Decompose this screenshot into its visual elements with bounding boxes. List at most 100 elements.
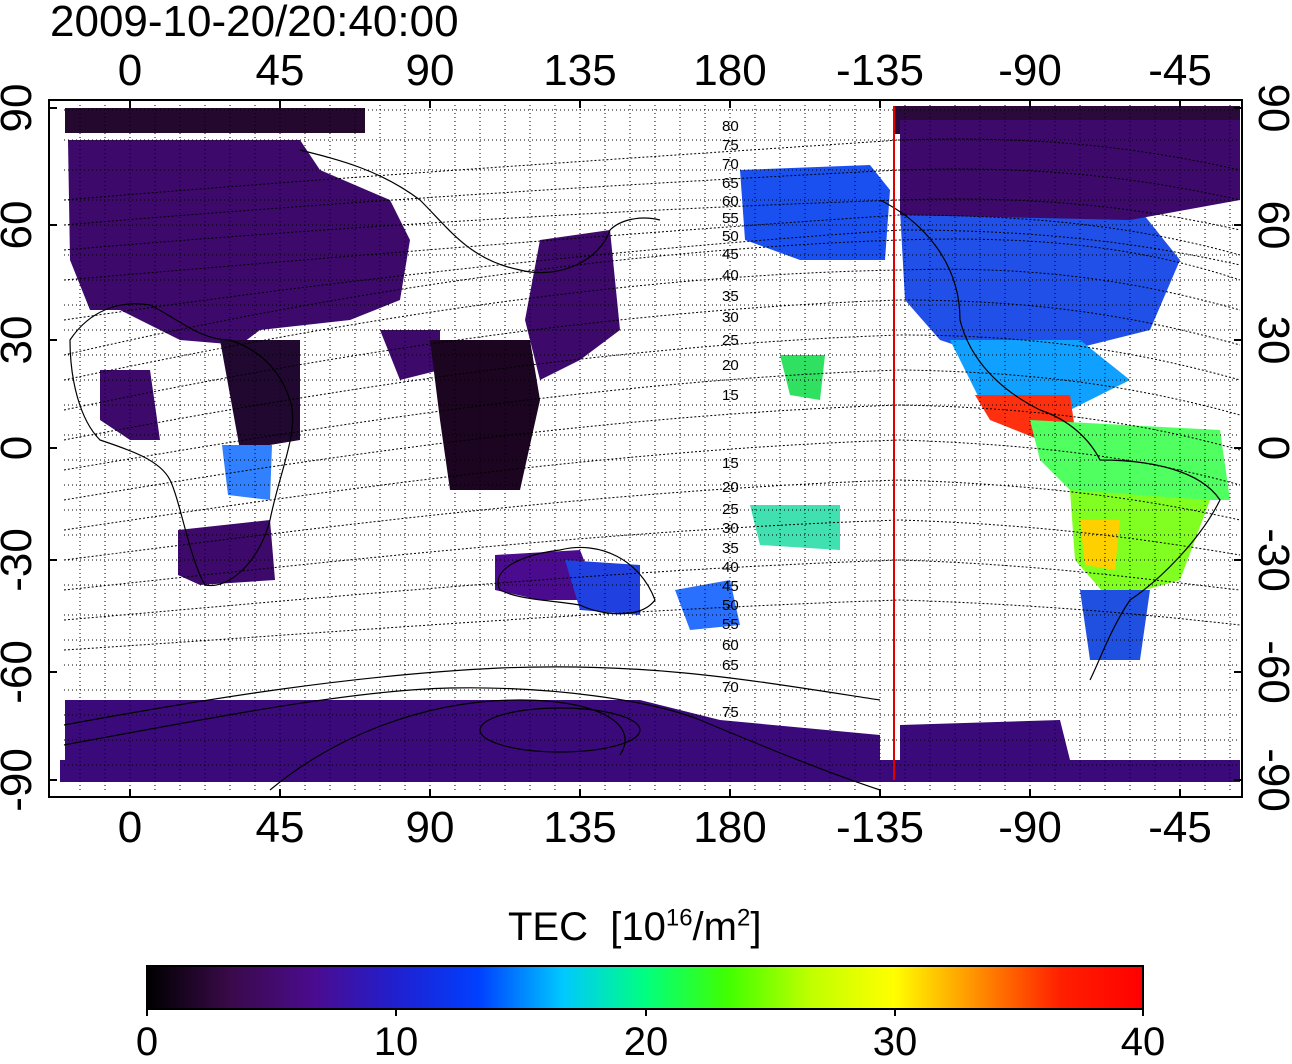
mlat-label: 70	[722, 156, 739, 173]
lon-label: -90	[998, 46, 1062, 95]
lat-label: 30	[0, 316, 41, 365]
lon-label: 180	[693, 803, 766, 852]
tec-region-east-africa	[220, 340, 300, 450]
tec-colorbar	[146, 965, 1144, 1010]
mlat-label: 25	[722, 332, 739, 349]
lon-label: 0	[118, 803, 142, 852]
mlat-label: 35	[722, 288, 739, 305]
tec-region-india	[380, 330, 440, 380]
tec-region-se-asia-dark	[430, 340, 540, 490]
mlat-label: 75	[722, 137, 739, 154]
lat-label: -90	[0, 748, 41, 812]
polar-band-north	[65, 108, 365, 133]
polar-band-south	[60, 760, 1240, 782]
mlat-label: 70	[722, 679, 739, 696]
mlat-labels-north: 80 75 70 65 60 55 50 45 40 35 30 25 20 1…	[722, 118, 739, 404]
colorbar-tick	[1142, 1008, 1144, 1016]
mlat-label: 45	[722, 578, 739, 595]
tec-region-eurasia	[68, 140, 410, 345]
mlat-label: 65	[722, 175, 739, 192]
magnetic-latitude-contours	[63, 138, 1241, 651]
tec-region-australia-blue	[565, 560, 640, 615]
mlat-label: 55	[722, 210, 739, 227]
lon-label: 90	[406, 46, 455, 95]
lon-label: 90	[406, 803, 455, 852]
colorbar-label: 0	[135, 1020, 159, 1064]
magnetic-pole-contours	[63, 666, 881, 791]
tec-region-alaska	[740, 165, 890, 260]
colorbar-unit-mid: /m	[692, 905, 737, 949]
lat-label: -60	[1249, 640, 1292, 704]
lat-label: 90	[1249, 84, 1292, 133]
right-lat-labels: 90 60 30 0 -30 -60 -90	[1249, 84, 1292, 812]
lat-label: -90	[1249, 748, 1292, 812]
mlat-label: 30	[722, 520, 739, 537]
tec-region-new-zealand	[675, 580, 740, 630]
tec-region-africa-blue	[222, 445, 272, 500]
top-lon-labels: 0 45 90 135 180 -135 -90 -45	[118, 46, 1212, 95]
lat-label: -30	[1249, 528, 1292, 592]
lon-label: -135	[836, 803, 924, 852]
left-lat-labels: 90 60 30 0 -30 -60 -90	[0, 84, 41, 812]
lon-label: -45	[1148, 803, 1212, 852]
mlat-label: 45	[722, 246, 739, 263]
colorbar-unit-exponent: 16	[665, 904, 693, 932]
mlat-label: 15	[722, 455, 739, 472]
lat-label: 60	[0, 201, 41, 250]
colorbar-label: 20	[623, 1020, 669, 1064]
mlat-label: 75	[722, 704, 739, 721]
mlat-label: 20	[722, 357, 739, 374]
mlat-label: 25	[722, 501, 739, 518]
colorbar-unit-prefix: [10	[610, 905, 666, 949]
mlat-label: 30	[722, 309, 739, 326]
colorbar-tick	[894, 1008, 896, 1016]
map-timestamp-title: 2009-10-20/20:40:00	[50, 0, 459, 46]
lon-label: 45	[256, 46, 305, 95]
mlat-label: 50	[722, 228, 739, 245]
colorbar-tick	[645, 1008, 647, 1016]
tec-region-south-africa	[178, 520, 275, 585]
lon-label: -45	[1148, 46, 1212, 95]
tec-region-pacific-south	[750, 505, 840, 550]
lat-label: 90	[0, 84, 41, 133]
lat-label: -60	[0, 640, 41, 704]
tec-region-south-america-north	[1030, 420, 1230, 500]
mlat-label: 55	[722, 616, 739, 633]
colorbar-unit-exponent-2: 2	[736, 904, 751, 932]
lon-label: -135	[836, 46, 924, 95]
mlat-label: 35	[722, 540, 739, 557]
mlat-labels-south: 15 20 25 30 35 40 45 50 55 60 65 70 75	[722, 455, 739, 721]
tec-region-north-america	[900, 210, 1180, 360]
mlat-label: 60	[722, 193, 739, 210]
colorbar-quantity: TEC	[508, 905, 588, 949]
colorbar-label: 30	[872, 1020, 918, 1064]
colorbar-tick	[395, 1008, 397, 1016]
lon-label: 135	[543, 803, 616, 852]
lon-label: 0	[118, 46, 142, 95]
tec-region-south-america-yellow	[1080, 520, 1120, 570]
colorbar-tick	[146, 1008, 148, 1016]
graticule	[64, 105, 1240, 790]
colorbar-label: 40	[1120, 1020, 1166, 1064]
lon-label: 45	[256, 803, 305, 852]
lat-label: -30	[0, 528, 41, 592]
lat-label: 0	[0, 436, 41, 460]
colorbar-title: TEC [1016/m2]	[508, 905, 761, 949]
lon-label: -90	[998, 803, 1062, 852]
coastlines	[69, 149, 1221, 681]
colorbar-unit-suffix: ]	[750, 905, 762, 949]
tec-region-gulf	[950, 340, 1130, 410]
mlat-label: 50	[722, 597, 739, 614]
colorbar-label: 10	[373, 1020, 419, 1064]
mlat-label: 20	[722, 479, 739, 496]
mlat-label: 60	[722, 637, 739, 654]
tec-region-pacific-green	[780, 355, 825, 400]
mlat-label: 80	[722, 118, 739, 135]
lat-label: 30	[1249, 316, 1292, 365]
lon-label: 180	[693, 46, 766, 95]
frame-ticks	[49, 100, 1242, 797]
lon-label: 135	[543, 46, 616, 95]
mlat-label: 40	[722, 267, 739, 284]
lat-label: 60	[1249, 201, 1292, 250]
